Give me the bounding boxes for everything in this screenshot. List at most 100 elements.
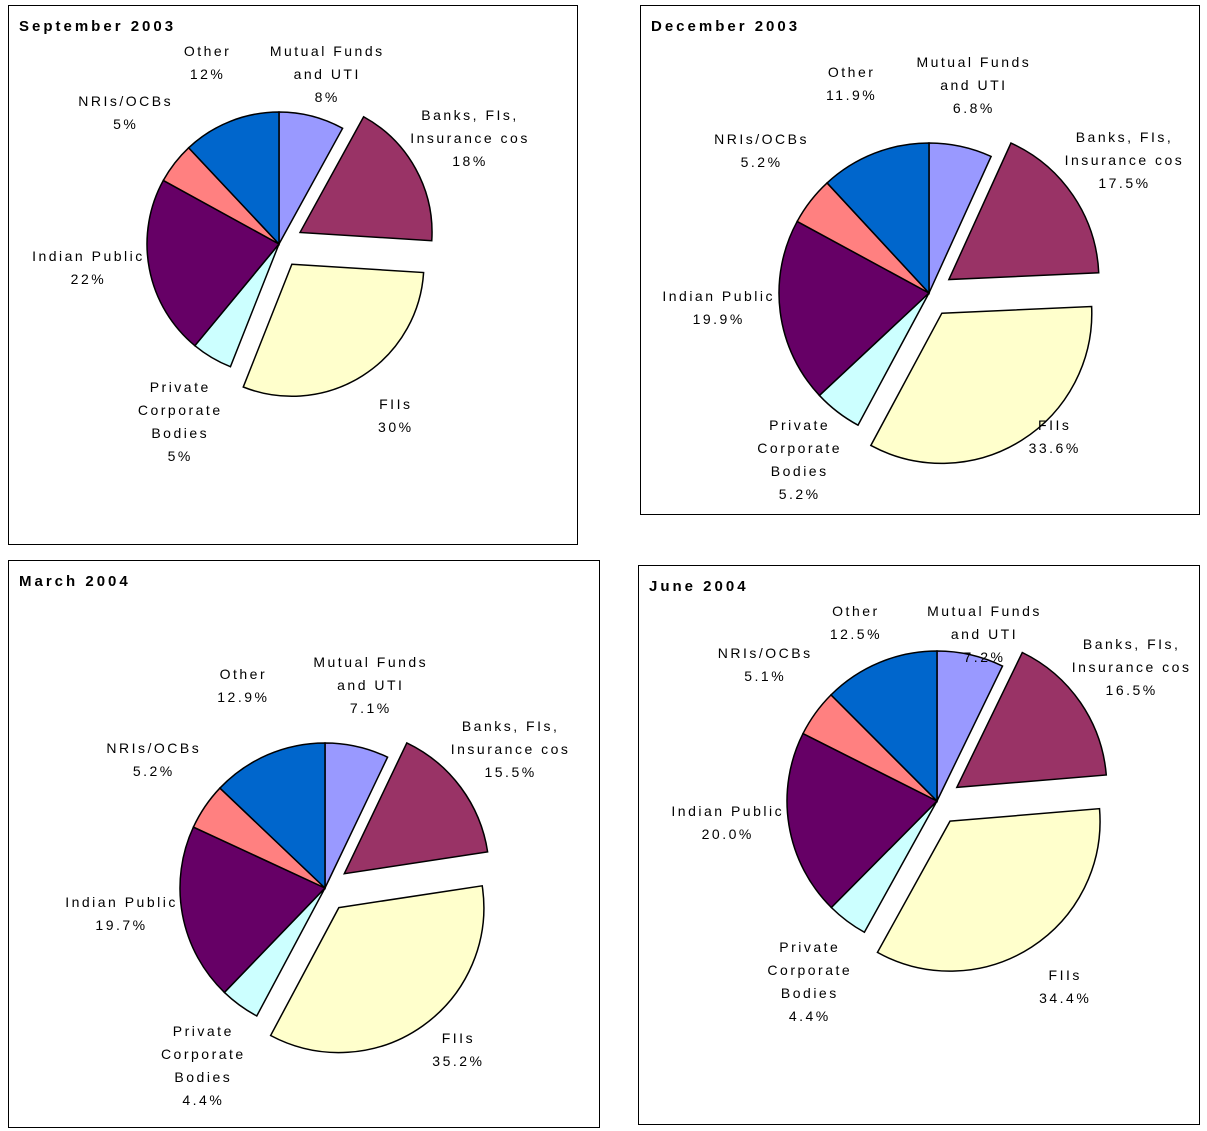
- pie-slice: [269, 884, 485, 1054]
- chart-title: March 2004: [19, 573, 131, 590]
- category-name: Mutual Funds and UTI: [916, 53, 1032, 93]
- category-name: Indian Public: [65, 894, 178, 911]
- pie-slice: [876, 807, 1101, 972]
- slice-label: Indian Public 19.7%: [59, 891, 185, 937]
- slice-label: FIIs 34.4%: [1002, 964, 1128, 1010]
- slice-label: Private Corporate Bodies 4.4%: [747, 936, 873, 1028]
- category-name: Indian Public: [32, 248, 145, 265]
- slice-label: Banks, FIs, Insurance cos 18%: [407, 104, 533, 173]
- category-name: Other: [832, 603, 880, 619]
- slice-label: Other 12%: [145, 40, 271, 86]
- slice-label: NRIs/OCBs 5%: [63, 90, 189, 136]
- pie-slice: [947, 142, 1100, 281]
- category-name: NRIs/OCBs: [78, 93, 174, 110]
- value-label: 16.5%: [1105, 681, 1158, 698]
- value-label: 7.1%: [349, 700, 392, 717]
- slice-label: Other 12.9%: [180, 663, 306, 709]
- slice-label: Private Corporate Bodies 4.4%: [140, 1020, 266, 1112]
- category-name: Banks, FIs, Insurance cos: [450, 718, 571, 758]
- value-label: 18%: [452, 152, 488, 169]
- value-label: 12.5%: [829, 626, 883, 642]
- pie: [786, 650, 1108, 972]
- pie-slice: [826, 142, 930, 295]
- slice-label: Banks, FIs, Insurance cos 17.5%: [1061, 126, 1187, 195]
- chart-title: June 2004: [649, 578, 749, 595]
- pie-slice: [778, 220, 931, 397]
- pie-slice: [298, 115, 433, 242]
- value-label: 5.2%: [778, 486, 821, 502]
- slice-label: NRIs/OCBs 5.2%: [91, 737, 217, 783]
- value-label: 5%: [167, 447, 193, 464]
- category-name: Private Corporate Bodies: [767, 938, 853, 1001]
- slice-label: Mutual Funds and UTI 7.2%: [921, 600, 1047, 669]
- pie: [778, 142, 1100, 465]
- pie-slice: [187, 111, 280, 246]
- slice-label: Mutual Funds and UTI 6.8%: [911, 51, 1037, 120]
- value-label: 17.5%: [1098, 174, 1151, 191]
- value-label: 5.2%: [132, 762, 175, 779]
- slice-label: NRIs/OCBs 5.1%: [702, 642, 828, 688]
- slice-label: Banks, FIs, Insurance cos 15.5%: [448, 715, 574, 784]
- value-label: 4.4%: [182, 1092, 225, 1109]
- value-label: 8%: [314, 89, 340, 105]
- pie: [146, 111, 433, 397]
- category-name: NRIs/OCBs: [714, 130, 810, 147]
- category-name: Banks, FIs, Insurance cos: [1071, 635, 1192, 675]
- value-label: 30%: [378, 419, 414, 436]
- pie-slice: [342, 741, 489, 875]
- category-name: Indian Public: [671, 803, 785, 820]
- pie-slice: [218, 742, 326, 890]
- category-name: NRIs/OCBs: [717, 644, 813, 661]
- slice-label: NRIs/OCBs 5.2%: [699, 128, 825, 174]
- slice-label: Indian Public 22%: [25, 245, 151, 291]
- category-name: Private Corporate Bodies: [757, 417, 843, 479]
- slice-label: Mutual Funds and UTI 8%: [264, 40, 390, 109]
- category-name: FIIs: [441, 1030, 476, 1046]
- pie-slice: [955, 651, 1108, 789]
- value-label: 33.6%: [1028, 440, 1081, 456]
- value-label: 7.2%: [963, 649, 1006, 665]
- chart-title: December 2003: [651, 18, 801, 35]
- slice-label: FIIs 35.2%: [395, 1027, 521, 1073]
- pie-slice: [869, 305, 1093, 465]
- slice-label: Mutual Funds and UTI 7.1%: [308, 651, 434, 720]
- value-label: 6.8%: [952, 99, 995, 116]
- pie-slice: [179, 826, 327, 994]
- value-label: 5.1%: [744, 667, 787, 684]
- slice-label: Private Corporate Bodies 5%: [117, 376, 243, 468]
- category-name: FIIs: [379, 396, 413, 413]
- category-name: NRIs/OCBs: [106, 739, 202, 756]
- value-label: 12%: [189, 66, 226, 82]
- value-label: 34.4%: [1039, 990, 1092, 1007]
- slice-label: Indian Public 19.9%: [656, 285, 782, 331]
- value-label: 11.9%: [826, 86, 878, 103]
- value-label: 5%: [113, 116, 139, 133]
- value-label: 20.0%: [701, 826, 754, 843]
- value-label: 19.7%: [95, 917, 148, 934]
- category-name: Other: [183, 43, 232, 59]
- pie-slice: [146, 179, 281, 347]
- chart-panel: March 2004 Mutual Funds and UTI 7.1% Banks,…: [8, 560, 600, 1128]
- category-name: Indian Public: [662, 287, 776, 304]
- slice-label: Other 11.9%: [789, 61, 915, 107]
- category-name: Banks, FIs, Insurance cos: [1064, 128, 1185, 168]
- category-name: Private Corporate Bodies: [137, 378, 223, 441]
- pie: [179, 741, 489, 1054]
- category-name: Mutual Funds and UTI: [269, 43, 385, 82]
- pie-slice: [786, 732, 939, 909]
- slice-label: Banks, FIs, Insurance cos 16.5%: [1069, 633, 1195, 702]
- value-label: 22%: [70, 271, 107, 288]
- slice-label: FIIs 30%: [333, 393, 459, 439]
- slice-label: FIIs 33.6%: [992, 414, 1118, 460]
- value-label: 35.2%: [432, 1053, 485, 1069]
- category-name: Banks, FIs, Insurance cos: [410, 106, 530, 146]
- chart-panel: December 2003 Mutual Funds and UTI 6.8% Ban…: [640, 5, 1200, 515]
- category-name: FIIs: [1048, 967, 1082, 984]
- category-name: Mutual Funds and UTI: [927, 603, 1042, 642]
- pie-slice: [829, 650, 938, 803]
- slice-label: Indian Public 20.0%: [665, 800, 791, 846]
- value-label: 19.9%: [692, 310, 745, 327]
- category-name: Private Corporate Bodies: [160, 1023, 246, 1086]
- value-label: 12.9%: [217, 688, 270, 705]
